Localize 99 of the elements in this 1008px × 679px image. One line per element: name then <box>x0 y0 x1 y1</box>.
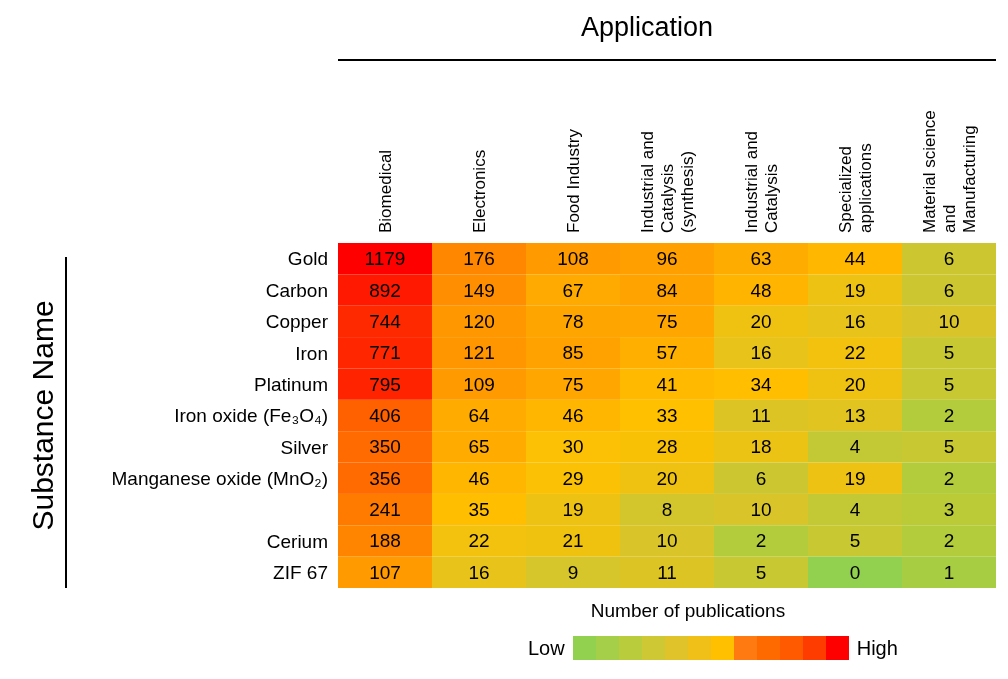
data-label: 75 <box>656 310 678 332</box>
data-label: 10 <box>656 530 678 552</box>
data-label: 121 <box>463 342 495 364</box>
data-label: 149 <box>463 279 495 301</box>
x-tick-label: Electronics <box>470 149 489 233</box>
data-label: 44 <box>844 248 866 270</box>
data-label: 744 <box>369 310 402 332</box>
data-label: 19 <box>562 499 584 521</box>
data-label: 0 <box>849 561 861 583</box>
data-label: 107 <box>369 561 401 583</box>
data-label: 2 <box>943 405 955 426</box>
y-tick-label: Carbon <box>265 279 328 301</box>
data-label: 16 <box>750 342 772 364</box>
data-label: 63 <box>750 248 772 270</box>
data-label: 64 <box>468 405 490 426</box>
data-label: 34 <box>750 373 772 395</box>
data-label: 795 <box>369 373 401 395</box>
data-label: 350 <box>369 436 401 458</box>
data-label: 5 <box>943 436 955 458</box>
data-label: 11 <box>657 561 677 583</box>
y-tick-label: Iron oxide (Fe₃O₄) <box>174 405 328 427</box>
data-label: 18 <box>750 436 772 458</box>
data-label: 78 <box>562 310 584 332</box>
y-tick-label: Iron <box>295 342 328 364</box>
y-axis-title: Substance Name <box>25 300 59 531</box>
data-label: 22 <box>468 530 490 552</box>
y-tick-label: Gold <box>287 248 328 270</box>
data-label: 2 <box>755 530 767 552</box>
color-bar-title: Number of publications <box>589 600 787 622</box>
data-label: 22 <box>844 342 866 364</box>
data-label: 109 <box>463 373 495 395</box>
data-label: 10 <box>938 310 960 332</box>
data-label: 46 <box>562 405 584 426</box>
data-label: 65 <box>468 436 490 458</box>
chart-title: Application <box>580 12 714 42</box>
x-tick-label: Specialized applications <box>836 143 875 233</box>
data-label: 48 <box>750 279 772 301</box>
data-label: 892 <box>369 279 401 301</box>
x-tick-label: Industrial and Catalysis (synthesis) <box>638 130 697 233</box>
data-label: 5 <box>943 373 955 395</box>
data-label: 5 <box>849 530 861 552</box>
y-tick-label: ZIF 67 <box>273 562 328 584</box>
data-label: 771 <box>369 342 401 364</box>
y-tick-label: Manganese oxide (MnO₂) <box>111 467 328 489</box>
data-label: 84 <box>656 279 678 301</box>
data-label: 16 <box>468 561 490 583</box>
data-label: 356 <box>369 467 401 489</box>
data-label: 35 <box>468 499 490 521</box>
data-label: 21 <box>562 530 584 552</box>
y-tick-label: Silver <box>280 436 329 458</box>
data-label: 4 <box>849 499 861 521</box>
data-label: 85 <box>562 342 584 364</box>
data-label: 241 <box>369 499 401 521</box>
data-label: 9 <box>567 561 579 583</box>
data-label: 1179 <box>364 248 406 270</box>
data-label: 46 <box>468 467 490 489</box>
data-label: 8 <box>661 499 673 521</box>
data-label: 28 <box>656 436 678 458</box>
text: Low <box>528 636 565 660</box>
x-tick-label: Food Industry <box>564 128 583 233</box>
data-label: 19 <box>844 279 866 301</box>
data-label: 2 <box>943 467 955 489</box>
data-label: 2 <box>943 530 955 552</box>
data-label: 406 <box>369 405 401 426</box>
data-label: 33 <box>656 405 678 426</box>
data-label: 188 <box>369 530 401 552</box>
data-label: 176 <box>463 248 495 270</box>
data-label: 13 <box>844 405 866 426</box>
text: High <box>856 636 898 660</box>
data-label: 6 <box>943 279 955 301</box>
data-label: 20 <box>750 310 772 332</box>
data-label: 20 <box>844 373 866 395</box>
data-label: 5 <box>755 561 767 583</box>
y-tick-label: Copper <box>265 311 329 333</box>
data-label: 96 <box>656 248 678 270</box>
data-label: 11 <box>751 405 771 426</box>
data-label: 3 <box>943 499 955 521</box>
x-tick-label: Biomedical <box>376 149 395 233</box>
data-label: 20 <box>656 467 678 489</box>
data-label: 16 <box>844 310 866 332</box>
data-label: 1 <box>943 561 955 583</box>
data-label: 5 <box>943 342 955 364</box>
data-label: 6 <box>943 248 955 270</box>
data-label: 75 <box>562 373 584 395</box>
data-label: 120 <box>463 310 495 332</box>
y-tick-label: Cerium <box>266 530 328 552</box>
y-tick-label: Platinum <box>254 373 328 395</box>
data-label: 57 <box>656 342 678 364</box>
x-tick-label: Material science and Manufacturing <box>920 110 979 233</box>
x-tick-label: Industrial and Catalysis <box>742 130 781 233</box>
data-label: 6 <box>755 467 767 489</box>
data-label: 67 <box>562 279 584 301</box>
data-label: 108 <box>557 248 589 270</box>
data-label: 19 <box>844 467 866 489</box>
data-label: 10 <box>750 499 772 521</box>
data-label: 41 <box>656 373 678 395</box>
data-label: 29 <box>562 467 584 489</box>
data-label: 30 <box>562 436 584 458</box>
data-label: 4 <box>849 436 861 458</box>
